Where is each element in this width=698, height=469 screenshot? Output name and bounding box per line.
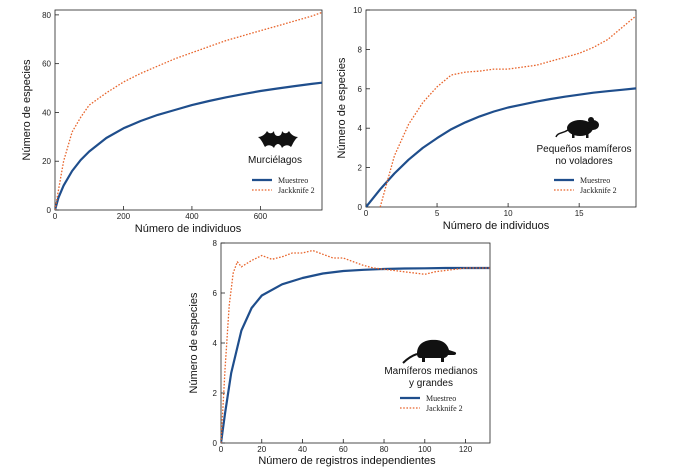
y-axis-label: Número de especies [188,292,200,393]
chart-medianos: 0 20 40 60 80 100 120 0 2 4 6 8 Número de registros … [188,239,491,467]
x-axis-label: Número de individuos [135,223,242,235]
x-tick-label: 20 [257,445,266,454]
y-tick-label: 20 [42,157,51,166]
series-line-jackknife-2 [221,249,490,443]
y-tick-label: 8 [358,45,363,54]
y-tick-label: 4 [358,124,363,133]
x-tick-label: 600 [254,212,268,221]
x-tick-label: 120 [459,445,473,454]
chart-murcielagos: 0 200 400 600 0 20 40 60 80 Número de individuos N… [21,9,323,235]
armadillo-body [417,339,457,358]
series-line-muestreo [55,81,322,210]
x-tick-label: 0 [53,212,58,221]
y-tick-label: 0 [47,206,52,215]
y-tick-label: 0 [213,439,218,448]
group-label: y grandes [409,378,453,389]
y-tick-label: 2 [358,164,363,173]
x-tick-label: 5 [435,209,440,218]
y-tick-label: 10 [353,6,362,15]
chart-pequenos: 0 5 10 15 0 2 4 6 8 10 Número de individuos Número … [336,6,637,232]
y-tick-label: 60 [42,60,51,69]
legend-label: Jackknife 2 [426,404,463,413]
x-tick-label: 0 [364,209,369,218]
x-tick-label: 10 [504,209,513,218]
x-tick-label: 15 [575,209,584,218]
armadillo-tail [402,353,418,364]
bat-icon [258,131,298,148]
y-tick-label: 2 [213,389,218,398]
x-tick-label: 100 [418,445,432,454]
armadillo-icon [402,339,457,364]
series-line-muestreo [366,87,636,207]
legend-label: Muestreo [426,394,456,403]
y-tick-label: 40 [42,108,51,117]
x-tick-label: 40 [298,445,307,454]
series-line-jackknife-2 [55,11,322,210]
group-label: no voladores [555,156,612,167]
y-tick-label: 4 [213,339,218,348]
plot-frame [365,9,637,208]
rodent-icon [555,117,599,138]
y-tick-label: 6 [358,85,363,94]
series-line-muestreo [221,266,490,443]
y-tick-label: 8 [213,239,218,248]
rodent-leg [586,134,589,138]
legend-label: Muestreo [580,176,610,185]
group-label: Murciélagos [248,155,302,166]
y-tick-label: 0 [358,203,363,212]
rodent-body [567,120,593,136]
plot-frame [220,242,491,444]
armadillo-leg [422,357,425,362]
x-tick-label: 0 [219,445,224,454]
plot-frame [54,9,323,211]
bat-silhouette [258,131,298,148]
x-tick-label: 400 [185,212,199,221]
x-tick-label: 60 [339,445,348,454]
rodent-leg [572,134,575,138]
x-tick-label: 80 [380,445,389,454]
y-axis-label: Número de especies [21,59,33,160]
group-label: Pequeños mamíferos [536,144,631,155]
y-axis-label: Número de especies [336,57,348,158]
legend-label: Jackknife 2 [278,186,315,195]
legend-label: Jackknife 2 [580,186,617,195]
rodent-tail [555,129,569,138]
x-axis-label: Número de registros independientes [258,455,436,467]
armadillo-leg [441,357,444,362]
legend-label: Muestreo [278,176,308,185]
group-label: Mamíferos medianos [384,366,477,377]
y-tick-label: 80 [42,11,51,20]
y-tick-label: 6 [213,289,218,298]
rodent-ear [588,117,594,123]
x-axis-label: Número de individuos [443,220,550,232]
x-tick-label: 200 [117,212,131,221]
